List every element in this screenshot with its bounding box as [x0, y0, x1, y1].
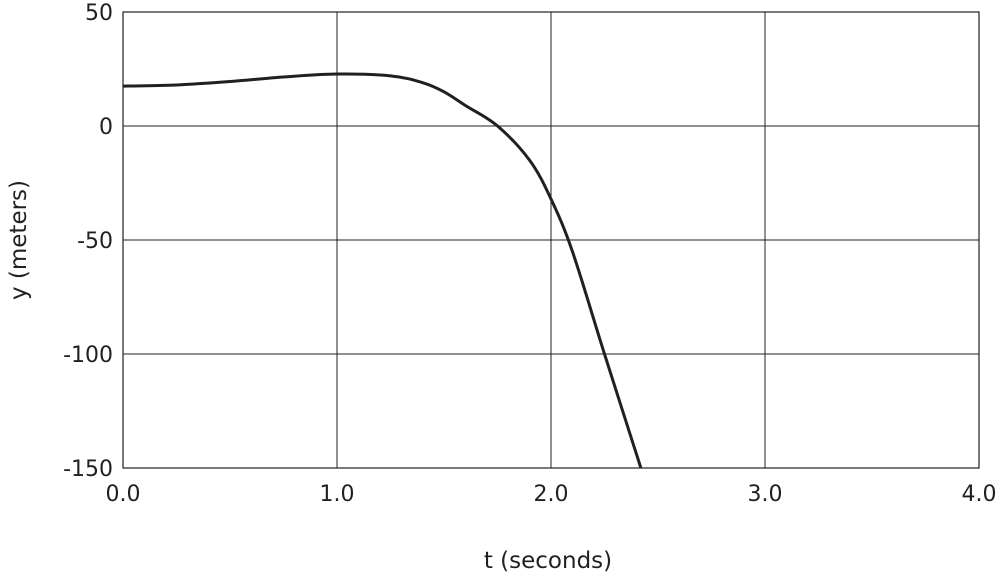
y-axis-label: y (meters): [6, 180, 32, 300]
x-tick-label: 1.0: [320, 482, 355, 507]
y-tick-label: -100: [63, 343, 113, 368]
x-axis-label: t (seconds): [484, 548, 612, 574]
y-tick-label: -50: [77, 229, 113, 254]
x-tick-label: 2.0: [534, 482, 569, 507]
x-tick-label: 4.0: [962, 482, 997, 507]
y-tick-label: 0: [99, 115, 113, 140]
plot-frame: [122, 11, 980, 469]
x-tick-label: 0.0: [106, 482, 141, 507]
y-tick-label: -150: [63, 457, 113, 482]
y-tick-label: 50: [85, 1, 113, 26]
series-line: [122, 72, 643, 469]
x-tick-label: 3.0: [748, 482, 783, 507]
